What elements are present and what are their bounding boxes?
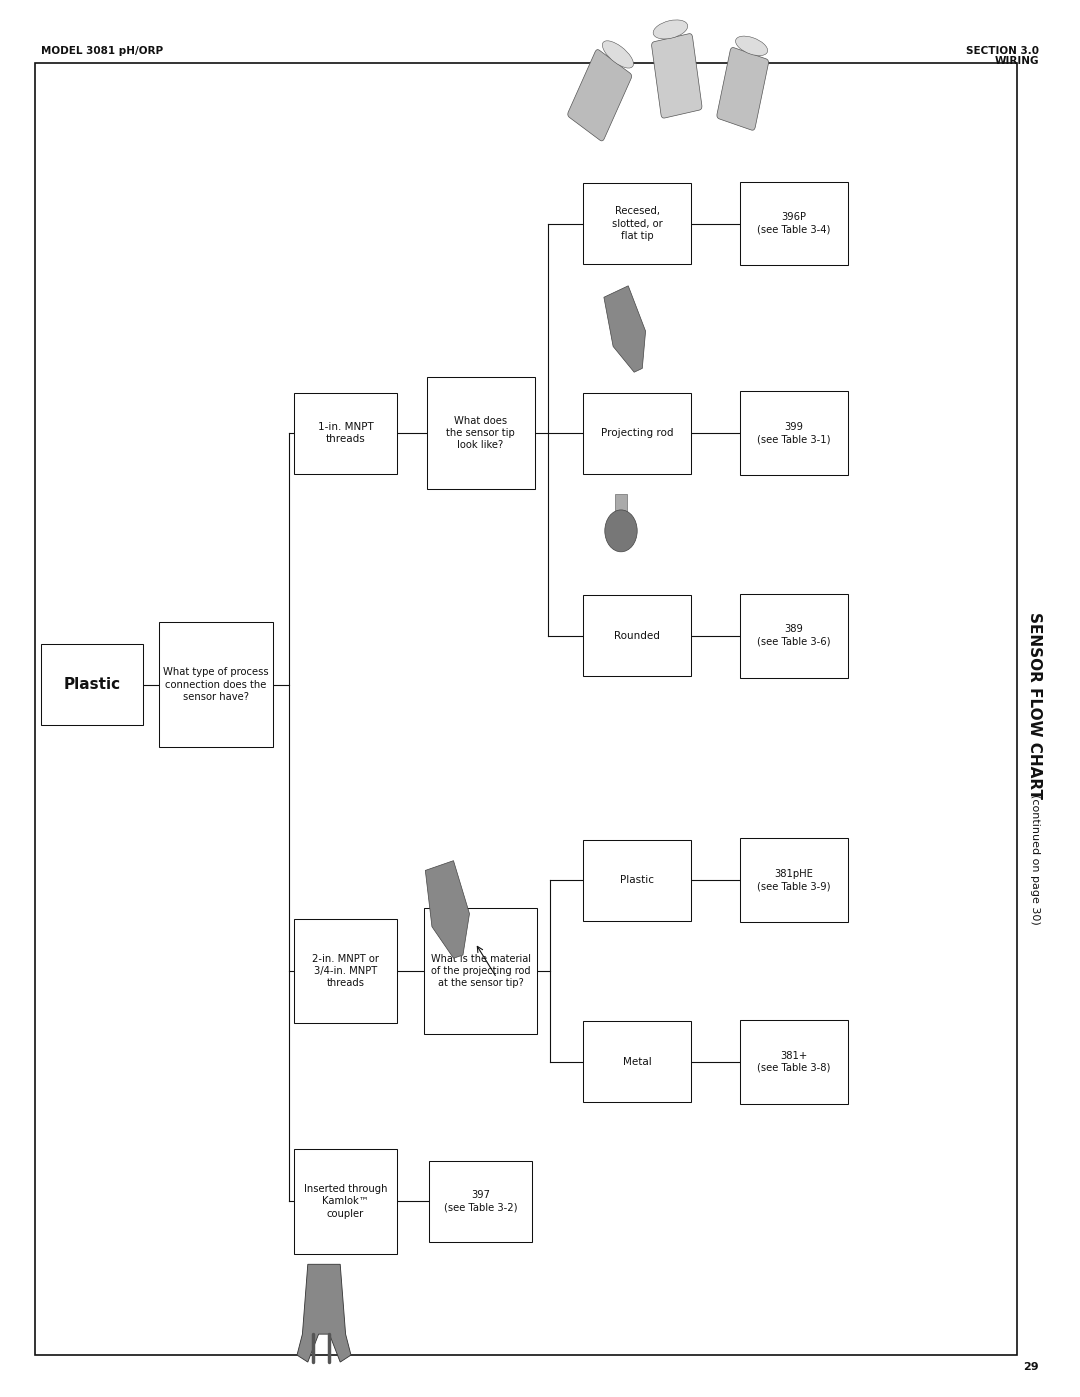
Text: 381+
(see Table 3-8): 381+ (see Table 3-8) bbox=[757, 1051, 831, 1073]
FancyBboxPatch shape bbox=[41, 644, 143, 725]
Text: Plastic: Plastic bbox=[64, 678, 120, 692]
Text: WIRING: WIRING bbox=[995, 56, 1039, 66]
Text: 397
(see Table 3-2): 397 (see Table 3-2) bbox=[444, 1190, 517, 1213]
FancyBboxPatch shape bbox=[740, 182, 848, 265]
FancyBboxPatch shape bbox=[717, 47, 769, 130]
FancyBboxPatch shape bbox=[583, 1021, 691, 1102]
Text: Metal: Metal bbox=[623, 1056, 651, 1067]
FancyBboxPatch shape bbox=[427, 377, 535, 489]
Polygon shape bbox=[426, 861, 470, 958]
FancyBboxPatch shape bbox=[583, 393, 691, 474]
FancyBboxPatch shape bbox=[651, 34, 702, 119]
Text: What does
the sensor tip
look like?: What does the sensor tip look like? bbox=[446, 416, 515, 450]
Ellipse shape bbox=[605, 510, 637, 552]
FancyBboxPatch shape bbox=[583, 840, 691, 921]
Text: 29: 29 bbox=[1024, 1362, 1039, 1372]
Text: Projecting rod: Projecting rod bbox=[600, 427, 674, 439]
Text: Recesed,
slotted, or
flat tip: Recesed, slotted, or flat tip bbox=[612, 207, 662, 240]
Text: SENSOR FLOW CHART: SENSOR FLOW CHART bbox=[1027, 612, 1042, 799]
FancyBboxPatch shape bbox=[294, 393, 397, 474]
FancyBboxPatch shape bbox=[740, 391, 848, 475]
FancyBboxPatch shape bbox=[424, 908, 538, 1034]
Text: 399
(see Table 3-1): 399 (see Table 3-1) bbox=[757, 422, 831, 444]
Ellipse shape bbox=[603, 41, 634, 68]
FancyBboxPatch shape bbox=[568, 50, 632, 141]
Text: Plastic: Plastic bbox=[620, 875, 654, 886]
Text: (continued on page 30): (continued on page 30) bbox=[1029, 793, 1040, 925]
Text: What type of process
connection does the
sensor have?: What type of process connection does the… bbox=[163, 668, 269, 701]
Text: Rounded: Rounded bbox=[615, 630, 660, 641]
FancyBboxPatch shape bbox=[740, 594, 848, 678]
Text: What is the material
of the projecting rod
at the sensor tip?: What is the material of the projecting r… bbox=[431, 954, 530, 988]
Polygon shape bbox=[297, 1264, 351, 1362]
Text: Inserted through
Kamlok™
coupler: Inserted through Kamlok™ coupler bbox=[303, 1185, 388, 1218]
FancyBboxPatch shape bbox=[740, 838, 848, 922]
Text: 381pHE
(see Table 3-9): 381pHE (see Table 3-9) bbox=[757, 869, 831, 891]
Text: 2-in. MNPT or
3/4-in. MNPT
threads: 2-in. MNPT or 3/4-in. MNPT threads bbox=[312, 954, 379, 988]
Ellipse shape bbox=[735, 36, 768, 56]
FancyBboxPatch shape bbox=[615, 495, 627, 536]
Text: SECTION 3.0: SECTION 3.0 bbox=[966, 46, 1039, 56]
Polygon shape bbox=[604, 286, 646, 372]
Text: 1-in. MNPT
threads: 1-in. MNPT threads bbox=[318, 422, 374, 444]
FancyBboxPatch shape bbox=[583, 183, 691, 264]
Ellipse shape bbox=[653, 20, 688, 39]
Text: 396P
(see Table 3-4): 396P (see Table 3-4) bbox=[757, 212, 831, 235]
FancyBboxPatch shape bbox=[294, 919, 397, 1023]
Text: MODEL 3081 pH/ORP: MODEL 3081 pH/ORP bbox=[41, 46, 163, 56]
FancyBboxPatch shape bbox=[583, 595, 691, 676]
FancyBboxPatch shape bbox=[740, 1020, 848, 1104]
Text: 389
(see Table 3-6): 389 (see Table 3-6) bbox=[757, 624, 831, 647]
FancyBboxPatch shape bbox=[430, 1161, 532, 1242]
FancyBboxPatch shape bbox=[294, 1148, 397, 1255]
FancyBboxPatch shape bbox=[160, 622, 272, 747]
